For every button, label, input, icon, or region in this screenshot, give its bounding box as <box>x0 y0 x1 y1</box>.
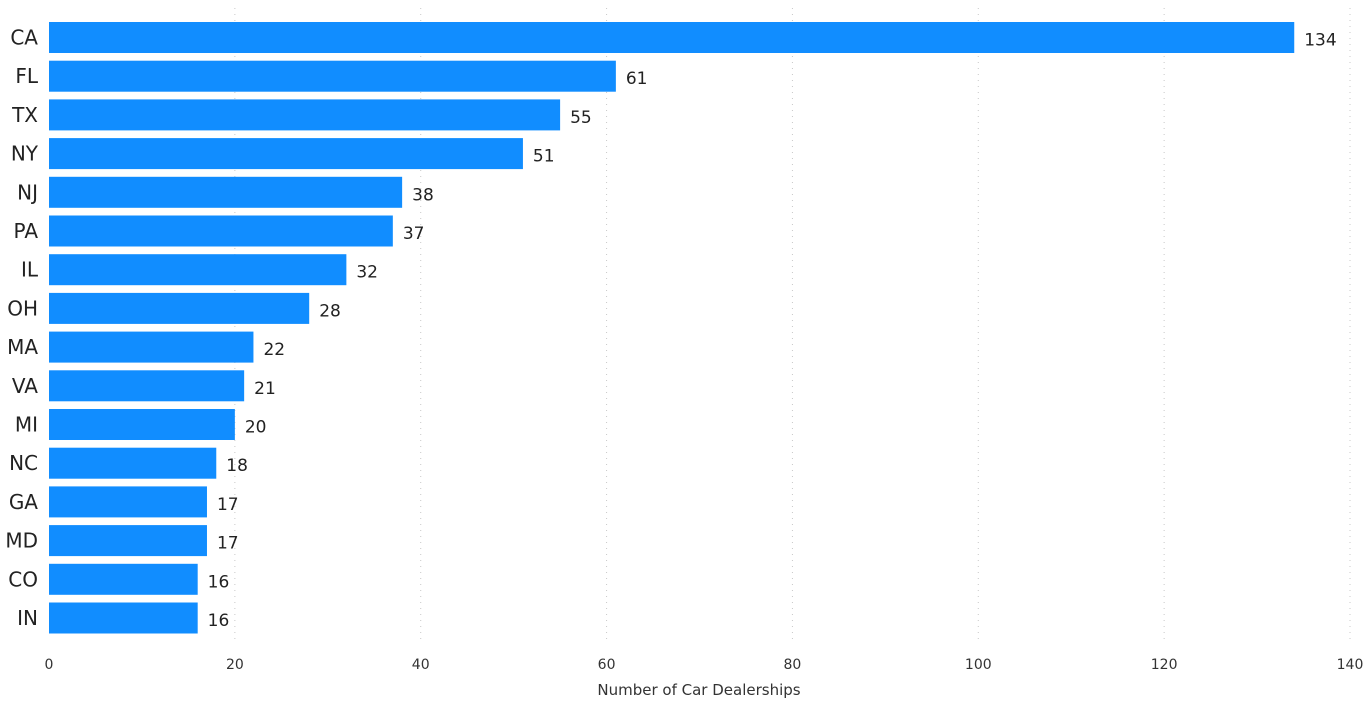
bar-il[interactable] <box>49 254 347 286</box>
category-label: NC <box>9 451 38 475</box>
x-tick-label: 20 <box>226 657 244 673</box>
data-label: 51 <box>533 147 555 167</box>
x-axis-ticks: 0 20 40 60 80 100 120 140 <box>45 657 1364 673</box>
x-tick-label: 140 <box>1337 657 1364 673</box>
category-label: FL <box>15 64 39 88</box>
bar-oh[interactable] <box>49 292 310 324</box>
bar-nc[interactable] <box>49 447 217 479</box>
x-tick-label: 0 <box>45 657 54 673</box>
bar-md[interactable] <box>49 525 207 557</box>
data-label: 22 <box>263 340 285 360</box>
bar-ny[interactable] <box>49 138 523 170</box>
bar-fl[interactable] <box>49 60 616 92</box>
data-label: 17 <box>217 495 239 515</box>
data-label: 61 <box>626 69 648 89</box>
category-label: NJ <box>17 180 38 204</box>
category-label: MD <box>5 529 38 553</box>
bar-ca[interactable] <box>49 22 1295 53</box>
category-label: CA <box>10 26 38 50</box>
bar-nj[interactable] <box>49 176 403 208</box>
bar-in[interactable] <box>49 602 198 634</box>
category-label: PA <box>14 219 39 243</box>
x-tick-label: 40 <box>412 657 430 673</box>
data-label: 17 <box>217 534 239 554</box>
bars <box>49 22 1295 634</box>
x-tick-label: 100 <box>965 657 992 673</box>
category-label: OH <box>7 296 38 320</box>
category-label: CO <box>8 567 38 591</box>
category-label: GA <box>9 490 38 514</box>
x-tick-label: 120 <box>1151 657 1178 673</box>
category-labels: CA FL TX NY NJ PA IL OH MA VA MI NC GA MD CO IN <box>5 26 39 631</box>
x-axis-title: Number of Car Dealerships <box>597 681 800 699</box>
x-tick-label: 80 <box>784 657 802 673</box>
data-label: 16 <box>208 611 230 631</box>
category-label: VA <box>12 374 38 398</box>
category-label: TX <box>11 103 38 127</box>
data-label: 21 <box>254 379 276 399</box>
data-label: 18 <box>226 456 248 476</box>
data-label: 20 <box>245 418 267 438</box>
data-label: 32 <box>356 263 378 283</box>
data-labels: 134 61 55 51 38 37 32 28 22 21 20 18 17 17 16 16 <box>208 31 1337 632</box>
bar-va[interactable] <box>49 370 245 402</box>
category-label: IL <box>21 258 39 282</box>
bar-mi[interactable] <box>49 409 235 440</box>
data-label: 38 <box>412 185 434 205</box>
bar-ma[interactable] <box>49 331 254 363</box>
data-label: 16 <box>208 572 230 592</box>
category-label: NY <box>11 142 39 166</box>
category-label: MA <box>7 335 38 359</box>
data-label: 28 <box>319 301 341 321</box>
bar-co[interactable] <box>49 563 198 595</box>
bar-ga[interactable] <box>49 486 207 518</box>
bar-pa[interactable] <box>49 215 393 247</box>
data-label: 55 <box>570 108 592 128</box>
data-label: 37 <box>403 224 425 244</box>
x-tick-label: 60 <box>598 657 616 673</box>
bar-tx[interactable] <box>49 99 561 131</box>
data-label: 134 <box>1304 31 1336 51</box>
category-label: MI <box>15 413 38 437</box>
category-label: IN <box>17 606 38 630</box>
